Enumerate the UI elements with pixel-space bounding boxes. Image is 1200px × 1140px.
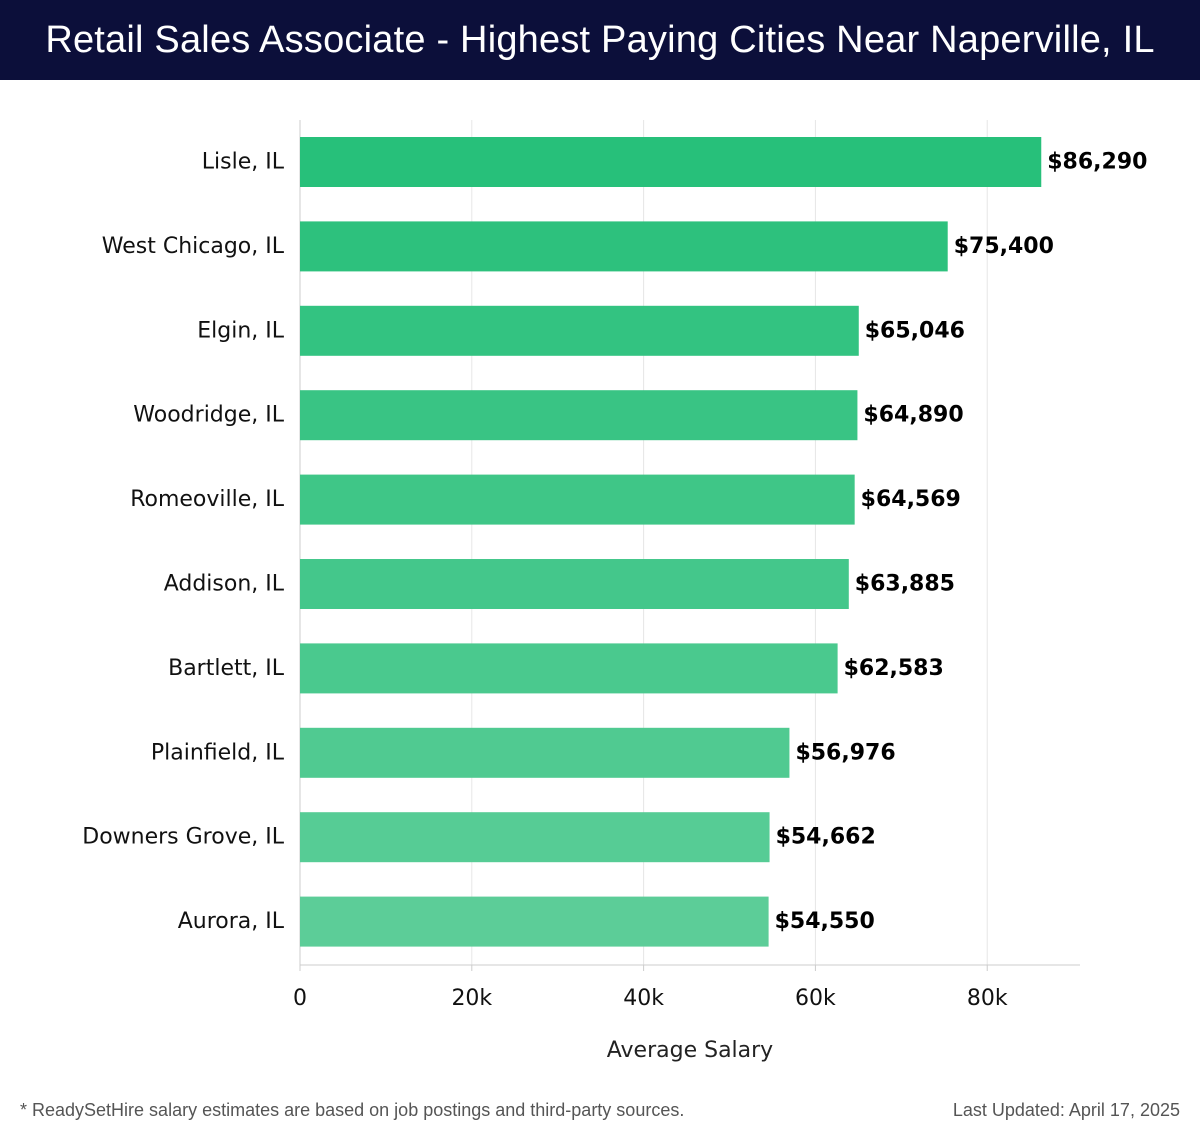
category-label: Elgin, IL	[197, 318, 285, 343]
category-label: Downers Grove, IL	[82, 825, 284, 850]
x-axis-title: Average Salary	[607, 1038, 773, 1063]
value-label: $75,400	[954, 234, 1054, 259]
x-tick-label: 80k	[967, 986, 1008, 1011]
category-label: Romeoville, IL	[130, 487, 285, 512]
bar	[300, 727, 790, 778]
bar	[300, 559, 849, 609]
value-label: $65,046	[865, 318, 965, 343]
category-label: West Chicago, IL	[102, 234, 285, 259]
category-label: Plainfield, IL	[151, 740, 285, 765]
x-tick-label: 20k	[451, 986, 492, 1011]
bar-chart: Lisle, IL $86,290 West Chicago, IL $75,400 E…	[82, 120, 1147, 1063]
value-label: $54,550	[775, 909, 875, 934]
x-tick-label: 60k	[795, 986, 836, 1011]
value-label: $64,569	[861, 487, 961, 512]
bar	[300, 221, 948, 272]
value-label: $64,890	[863, 403, 963, 428]
bar	[300, 643, 838, 694]
category-label: Aurora, IL	[178, 909, 285, 934]
bar	[300, 137, 1042, 187]
x-tick-label: 40k	[623, 986, 664, 1011]
category-label: Woodridge, IL	[133, 403, 284, 428]
bar	[300, 390, 858, 441]
value-label: $86,290	[1047, 150, 1147, 175]
last-updated: Last Updated: April 17, 2025	[952, 1100, 1180, 1120]
bar	[300, 474, 855, 525]
value-label: $54,662	[776, 825, 876, 850]
value-label: $63,885	[855, 572, 955, 597]
value-label: $62,583	[844, 656, 944, 681]
value-label: $56,976	[795, 740, 895, 765]
footnote: * ReadySetHire salary estimates are base…	[20, 1100, 685, 1120]
header-bar: Retail Sales Associate - Highest Paying …	[0, 0, 1200, 80]
bar	[300, 305, 859, 356]
chart-title: Retail Sales Associate - Highest Paying …	[45, 18, 1155, 61]
category-label: Addison, IL	[164, 572, 285, 597]
bar	[300, 896, 769, 947]
category-label: Lisle, IL	[202, 150, 285, 175]
bar	[300, 812, 770, 863]
x-tick-label: 0	[293, 986, 307, 1011]
category-label: Bartlett, IL	[168, 656, 285, 681]
